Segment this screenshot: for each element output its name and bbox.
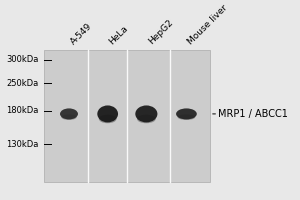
Ellipse shape [178, 114, 195, 120]
FancyBboxPatch shape [44, 50, 210, 182]
Ellipse shape [135, 105, 158, 122]
Text: MRP1 / ABCC1: MRP1 / ABCC1 [213, 109, 288, 119]
Ellipse shape [99, 115, 116, 123]
Ellipse shape [60, 108, 78, 119]
Ellipse shape [137, 115, 156, 123]
Text: 130kDa: 130kDa [6, 140, 39, 149]
Text: 180kDa: 180kDa [6, 106, 39, 115]
Text: HeLa: HeLa [108, 24, 130, 46]
Ellipse shape [61, 114, 76, 120]
Text: 250kDa: 250kDa [6, 79, 39, 88]
Text: HepG2: HepG2 [146, 18, 175, 46]
Text: Mouse liver: Mouse liver [186, 3, 230, 46]
Ellipse shape [176, 108, 197, 119]
Ellipse shape [97, 105, 118, 122]
Text: 300kDa: 300kDa [6, 55, 39, 64]
Text: A-549: A-549 [69, 21, 94, 46]
